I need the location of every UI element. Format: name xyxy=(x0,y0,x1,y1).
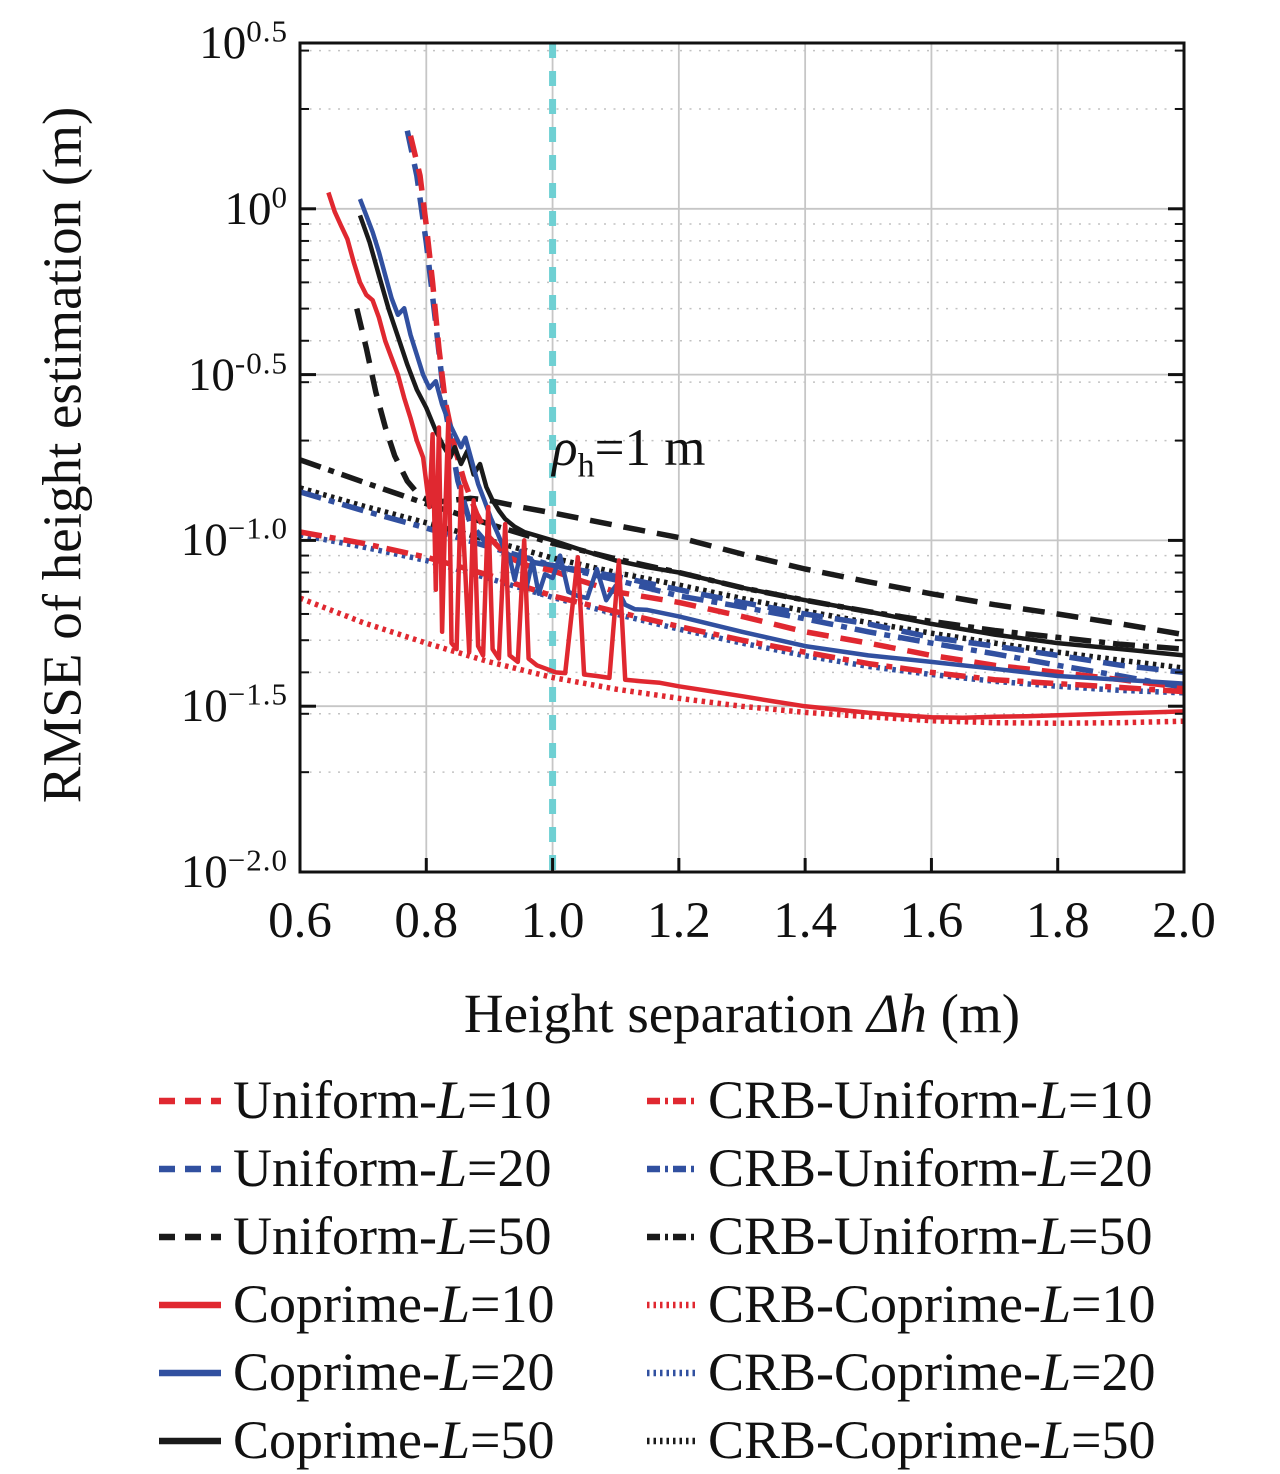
series-line-uniform-l-50 xyxy=(354,307,1184,638)
y-tick-label: 10-0.5 xyxy=(187,344,288,401)
legend-label: Coprime-L=20 xyxy=(233,1342,555,1402)
x-axis-title-text: Height separation xyxy=(463,983,868,1044)
x-axis-title-symbol: Δh xyxy=(867,983,927,1044)
legend-label: CRB-Coprime-L=10 xyxy=(708,1274,1156,1334)
axis-ticks xyxy=(298,41,1186,874)
legend-sample-dotted-line-icon xyxy=(647,1437,699,1445)
series-line-coprime-l-20 xyxy=(357,198,1184,686)
y-tick-label: 10−2.0 xyxy=(180,842,288,898)
rho-symbol: ρ xyxy=(552,418,578,477)
series-line-crb-coprime-l-10 xyxy=(300,595,1184,726)
y-tick-label: 10−1.5 xyxy=(180,676,288,733)
x-tick-label: 1.4 xyxy=(773,893,838,949)
x-tick-label: 1.6 xyxy=(899,893,964,949)
legend-label: CRB-Coprime-L=20 xyxy=(708,1342,1156,1402)
legend-label: Coprime-L=10 xyxy=(233,1274,555,1334)
legend-sample-solid-line-icon xyxy=(159,1301,221,1309)
legend-sample-dotted-line-icon xyxy=(647,1369,699,1377)
x-tick-label: 0.6 xyxy=(268,893,332,949)
legend-label: Uniform-L=10 xyxy=(233,1070,552,1130)
series-line-crb-uniform-l-10 xyxy=(300,529,1184,695)
legend-label: CRB-Uniform-L=20 xyxy=(708,1138,1153,1198)
y-tick-label: 100.5 xyxy=(199,13,288,69)
grid-major xyxy=(300,43,1184,872)
rho-subscript: h xyxy=(577,447,595,485)
grid-minor xyxy=(300,49,1184,773)
legend-label: CRB-Uniform-L=10 xyxy=(708,1070,1153,1130)
x-tick-label: 1.0 xyxy=(520,893,585,949)
legend-sample-dash-dot-line-icon xyxy=(647,1165,699,1173)
legend-sample-dotted-line-icon xyxy=(647,1301,699,1309)
legend-sample-solid-line-icon xyxy=(159,1369,221,1377)
y-tick-label: 100 xyxy=(224,179,288,235)
legend-label: Uniform-L=20 xyxy=(233,1138,552,1198)
legend-sample-dashed-line-icon xyxy=(159,1097,221,1105)
legend-sample-dash-dot-line-icon xyxy=(647,1097,699,1105)
y-tick-label: 10−1.0 xyxy=(180,510,288,567)
x-tick-label: 1.8 xyxy=(1025,893,1090,949)
series-line-crb-coprime-l-50 xyxy=(300,485,1184,671)
legend-label: Uniform-L=50 xyxy=(233,1206,552,1266)
x-tick-label: 1.2 xyxy=(646,893,711,949)
legend-label: CRB-Uniform-L=50 xyxy=(708,1206,1153,1266)
rho-annotation: ρh=1 m xyxy=(552,418,706,483)
x-tick-label: 0.8 xyxy=(394,893,459,949)
series-line-uniform-l-10 xyxy=(407,135,1184,691)
series-lines xyxy=(300,130,1184,726)
series-line-coprime-l-50 xyxy=(357,214,1184,658)
x-tick-label: 2.0 xyxy=(1152,893,1216,949)
legend-sample-dashed-line-icon xyxy=(159,1233,221,1241)
rho-value: =1 m xyxy=(594,418,706,477)
series-line-crb-uniform-l-20 xyxy=(300,489,1184,691)
y-axis-title: RMSE of height estimation (m) xyxy=(31,106,93,804)
legend-sample-dashed-line-icon xyxy=(159,1165,221,1173)
legend-sample-solid-line-icon xyxy=(159,1437,221,1445)
legend-label: Coprime-L=50 xyxy=(233,1410,555,1470)
series-line-coprime-l-10 xyxy=(326,191,1184,720)
x-axis-title-unit: (m) xyxy=(926,983,1021,1044)
legend-sample-dash-dot-line-icon xyxy=(647,1233,699,1241)
plot-border xyxy=(298,41,1186,874)
legend-label: CRB-Coprime-L=50 xyxy=(708,1410,1156,1470)
x-axis-title: Height separation Δh (m) xyxy=(464,982,1020,1045)
